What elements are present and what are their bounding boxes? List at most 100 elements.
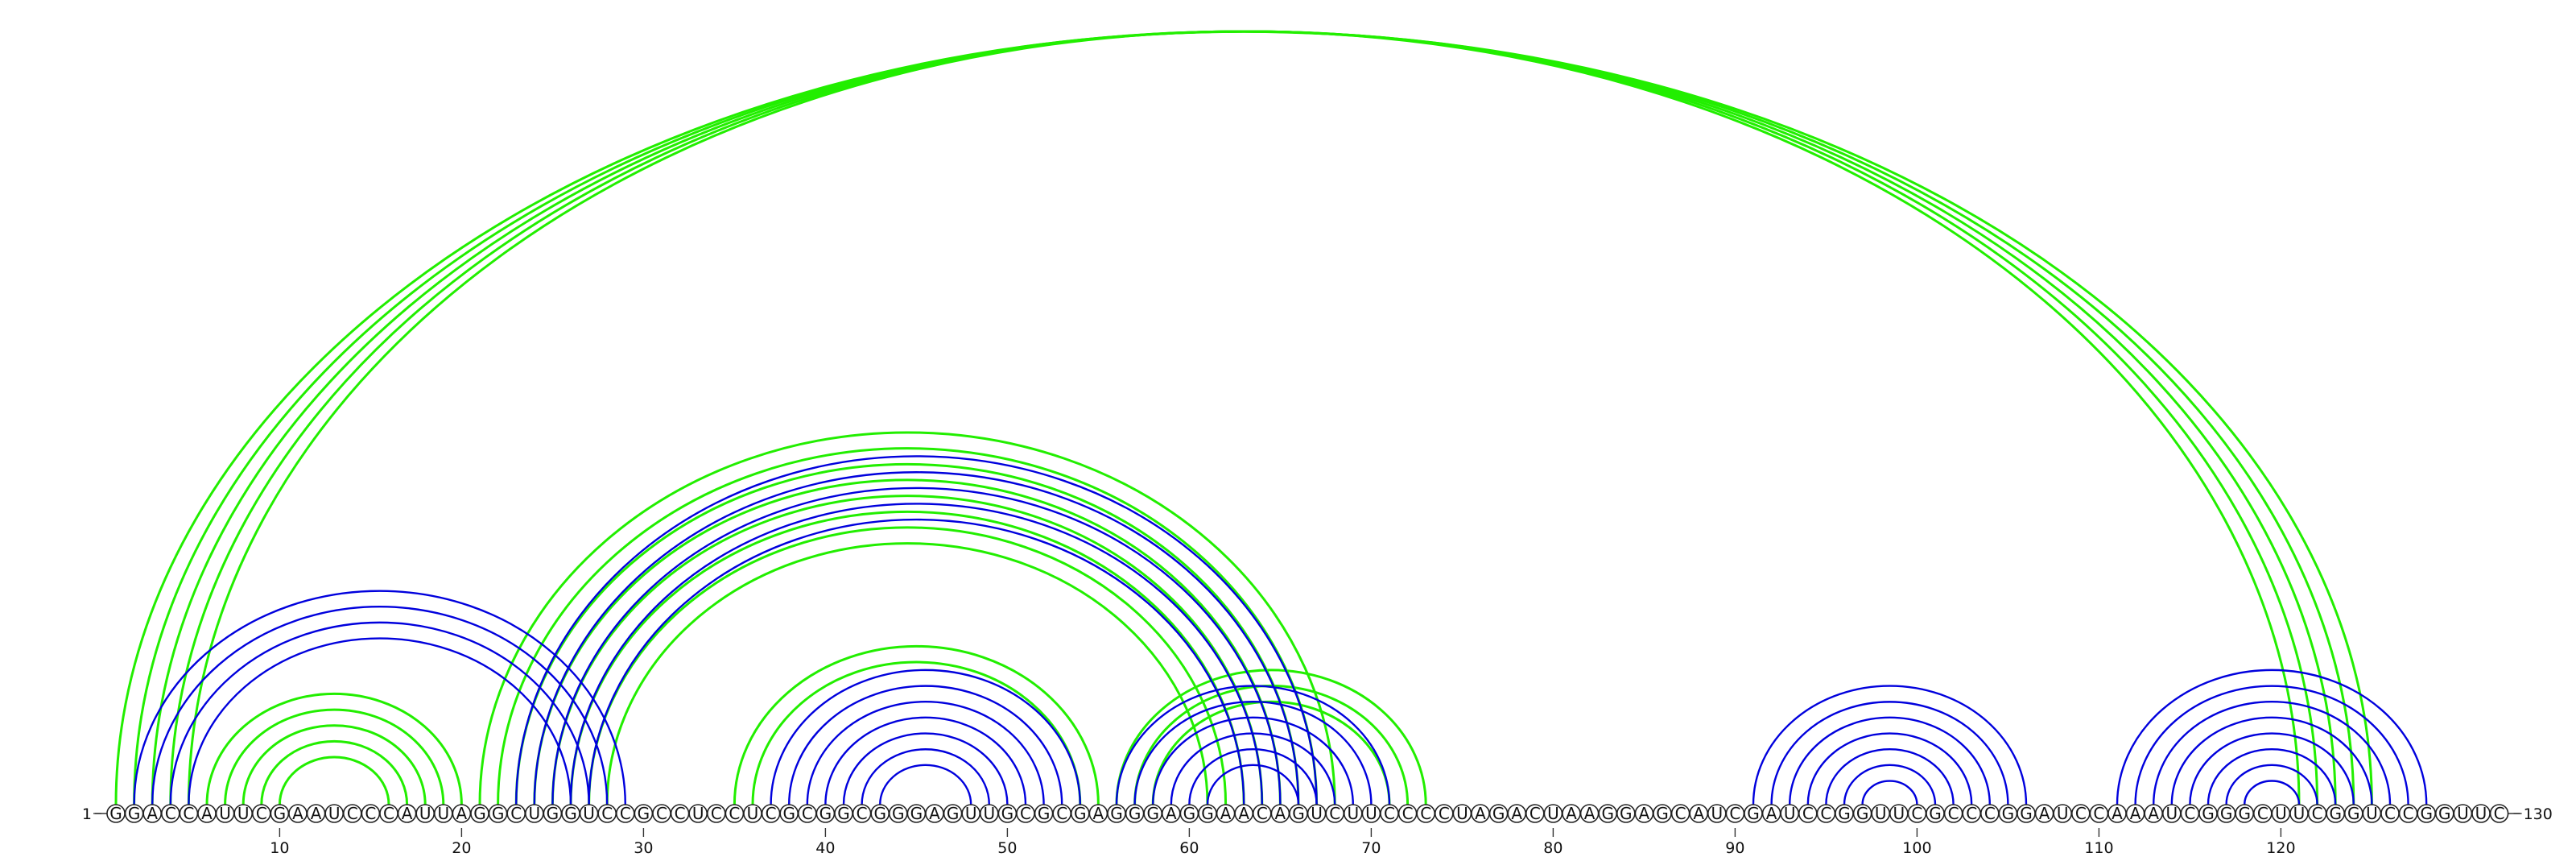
tick-label-40: 40 [815, 839, 835, 857]
nucleotide-letter-33: U [692, 804, 704, 823]
nucleotide-letter-110: C [2093, 804, 2104, 823]
nucleotide-letter-63: A [1238, 804, 1249, 823]
tick-label-90: 90 [1725, 839, 1744, 857]
blue-arc-61-66 [1206, 764, 1300, 805]
nucleotide-letter-31: C [656, 804, 667, 823]
blue-arc-41-50 [842, 732, 1009, 805]
nucleotide-132 [2489, 804, 2509, 823]
end-index-label: 130 [2524, 805, 2553, 823]
nucleotide-letter-35: C [729, 804, 740, 823]
nucleotide-letter-80: U [1547, 804, 1559, 823]
nucleotide-letter-102: C [1948, 804, 1959, 823]
blue-arc-26-64 [569, 503, 1263, 805]
nucleotide-letter-45: G [910, 804, 923, 823]
nucleotide-letter-106: G [2020, 804, 2033, 823]
blue-arc-97-100 [1861, 780, 1918, 805]
nucleotide-letter-7: U [219, 804, 231, 823]
nucleotide-letter-124: G [2347, 804, 2360, 823]
green-arc-56-73 [1115, 669, 1427, 805]
nucleotide-letter-9: C [256, 804, 267, 823]
nucleotide-letter-30: G [638, 804, 650, 823]
nucleotide-letter-39: C [802, 804, 813, 823]
nucleotide-letter-19: U [437, 804, 449, 823]
nucleotide-letter-34: C [711, 804, 722, 823]
nucleotide-letter-11: A [292, 804, 303, 823]
blue-arc-2-29 [133, 590, 626, 805]
green-arc-9-17 [260, 739, 409, 805]
tick-label-80: 80 [1543, 839, 1563, 857]
nucleotide-letter-10: G [274, 804, 287, 823]
blue-arc-114-125 [2170, 716, 2373, 805]
blue-arc-25-65 [551, 486, 1282, 805]
green-arc-36-54 [751, 660, 1082, 805]
nucleotide-letter-100: C [1911, 804, 1922, 823]
nucleotide-letter-3: A [147, 804, 158, 823]
nucleotide-letter-14: C [347, 804, 358, 823]
blue-arc-95-102 [1825, 747, 1955, 805]
blue-arc-23-67 [515, 455, 1318, 805]
green-arc-6-20 [205, 692, 463, 805]
green-arc-8-18 [242, 724, 427, 805]
nucleotide-letter-51: C [1020, 804, 1031, 823]
green-arc-58-71 [1151, 700, 1391, 805]
nucleotide-letter-119: C [2257, 804, 2268, 823]
nucleotide-letter-91: G [1747, 804, 1760, 823]
nucleotide-letter-127: C [2403, 804, 2414, 823]
blue-arc-39-52 [806, 700, 1045, 805]
blue-arc-111-128 [2116, 669, 2428, 805]
nucleotide-letter-112: A [2130, 804, 2141, 823]
nucleotide-letter-71: C [1384, 804, 1395, 823]
nucleotide-letter-89: U [1711, 804, 1723, 823]
nucleotide-letter-58: G [1146, 804, 1159, 823]
nucleotide-letter-42: C [857, 804, 868, 823]
blue-arc-96-101 [1843, 764, 1937, 805]
nucleotide-letter-53: C [1056, 804, 1067, 823]
nucleotide-letter-78: A [1511, 804, 1522, 823]
nucleotide-letter-22: G [492, 804, 505, 823]
nucleotide-letter-40: G [819, 804, 832, 823]
blue-arc-60-67 [1188, 747, 1318, 805]
blue-arc-112-127 [2134, 685, 2409, 805]
nucleotide-letter-46: A [929, 804, 940, 823]
nucleotide-letter-81: A [1566, 804, 1577, 823]
blue-arc-3-28 [151, 606, 609, 805]
green-arc-10-16 [278, 756, 390, 805]
nucleotide-letter-128: G [2420, 804, 2433, 823]
blue-arc-4-27 [169, 621, 590, 805]
nucleotide-letter-61: G [1201, 804, 1214, 823]
nucleotide-letter-64: C [1257, 804, 1268, 823]
green-arc-25-64 [551, 495, 1264, 805]
nucleotide-letter-93: U [1784, 804, 1796, 823]
nucleotide-letter-29: C [620, 804, 631, 823]
nucleotide-letter-65: A [1275, 804, 1286, 823]
green-arc-57-72 [1133, 685, 1410, 805]
blue-arc-56-71 [1115, 685, 1391, 805]
nucleotide-letter-94: C [1802, 804, 1814, 823]
blue-arc-5-26 [188, 637, 572, 805]
nucleotide-letter-126: C [2384, 804, 2396, 823]
nucleotide-letter-50: G [1001, 804, 1014, 823]
blue-arc-59-68 [1170, 732, 1336, 805]
nucleotide-letter-123: G [2329, 804, 2342, 823]
nucleotide-letter-66: G [1292, 804, 1305, 823]
nucleotide-letter-12: A [311, 804, 322, 823]
nucleotide-letter-104: C [1984, 804, 1996, 823]
nucleotide-letter-70: U [1365, 804, 1377, 823]
nucleotide-letter-18: U [419, 804, 431, 823]
nucleotide-letter-73: C [1420, 804, 1431, 823]
nucleotide-letter-8: U [237, 804, 250, 823]
position-axis: 10 20 30 40 50 60 70 80 90 100 110 120 [270, 828, 2296, 857]
tick-label-20: 20 [452, 839, 471, 857]
nucleotide-letter-121: U [2293, 804, 2306, 823]
nucleotide-letter-131: U [2475, 804, 2487, 823]
nucleotide-letter-116: G [2202, 804, 2215, 823]
green-arc-26-63 [569, 510, 1245, 805]
nucleotide-letter-109: C [2075, 804, 2087, 823]
start-index-label: 1 [82, 805, 92, 823]
nucleotide-letter-47: G [947, 804, 960, 823]
nucleotide-letter-2: G [128, 804, 141, 823]
green-arc-7-19 [224, 708, 445, 805]
nucleotide-letter-132: C [2494, 804, 2505, 823]
green-arc-21-68 [478, 431, 1336, 805]
blue-arc-43-48 [879, 764, 972, 805]
